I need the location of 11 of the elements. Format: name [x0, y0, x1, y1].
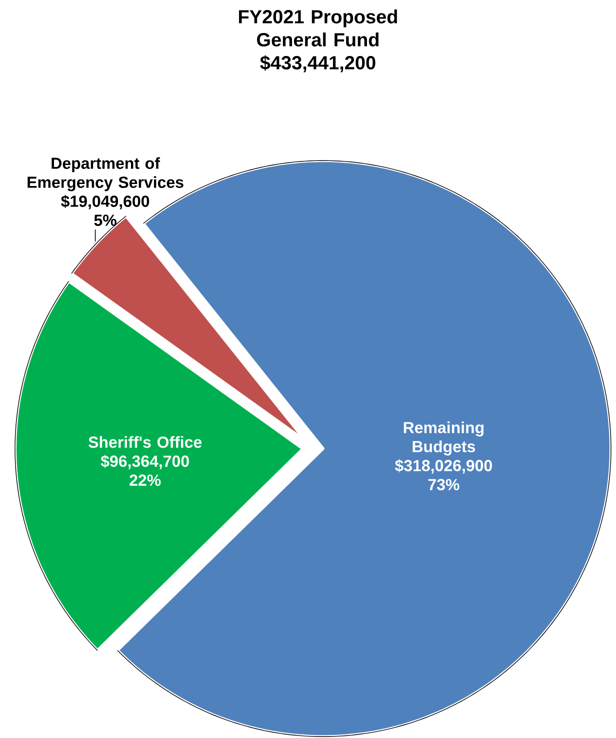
chart-title: FY2021 Proposed General Fund	[239, 10, 397, 46]
text: 5%	[94, 214, 116, 226]
slice-label: Department of Emergency Services	[28, 157, 184, 192]
chart-subtitle: $433,441,200	[260, 55, 376, 72]
data-label: $318,026,900	[394, 459, 492, 474]
slice-label: Sheriff's Office	[88, 436, 202, 448]
slice-label: Remaining Budgets	[404, 422, 484, 456]
text: 22%	[130, 474, 161, 486]
text: 73%	[428, 478, 460, 490]
data-label: $96,364,700	[100, 454, 189, 470]
data-label: $19,049,600	[61, 194, 150, 210]
